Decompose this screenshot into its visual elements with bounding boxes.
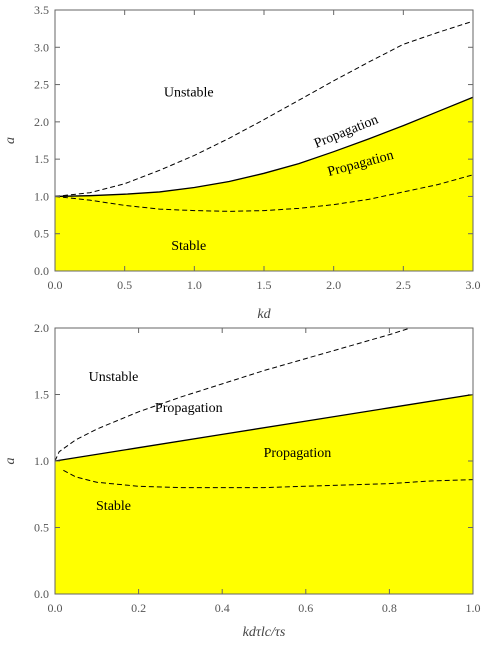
x-tick-label: 1.0 (187, 278, 202, 292)
boundary-curve-dashed-1 (54, 20, 474, 197)
boundary-curve-solid (54, 96, 474, 198)
x-tick-label: 2.5 (396, 278, 411, 292)
x-tick-label: 3.0 (466, 278, 481, 292)
chart-bottom: 0.0 0.2 0.4 0.6 0.8 1.0 0.0 0.5 1.0 1.5 2.0 kdτlc/τ… (3, 321, 481, 640)
boundary-curve-dashed-1 (54, 327, 411, 462)
region-label: Stable (96, 499, 131, 514)
y-tick-label: 3.5 (34, 3, 49, 17)
stable-region-fill (55, 97, 473, 272)
y-tick-label: 2.0 (34, 115, 49, 129)
y-tick-label: 0.0 (34, 587, 49, 601)
x-axis-label: kdτlc/τs (243, 625, 286, 640)
y-tick-label: 1.0 (34, 189, 49, 203)
region-label: Unstable (164, 86, 214, 101)
region-label: Stable (171, 239, 206, 254)
boundary-curve-solid (54, 393, 474, 462)
y-tick-label: 1.5 (34, 388, 49, 402)
x-tick-label: 0.6 (298, 601, 313, 615)
x-tick-label: 0.0 (48, 601, 63, 615)
x-tick-label: 1.5 (257, 278, 272, 292)
x-tick-label: 0.4 (215, 601, 230, 615)
region-label: Propagation (264, 446, 332, 461)
region-label: Unstable (89, 370, 139, 385)
x-tick-label: 1.0 (466, 601, 481, 615)
y-axis-label: a (3, 137, 18, 144)
x-axis-label: kd (257, 307, 271, 322)
y-tick-label: 0.0 (34, 264, 49, 278)
x-tick-label: 0.8 (382, 601, 397, 615)
stable-region-fill (55, 394, 473, 594)
y-tick-label: 1.5 (34, 152, 49, 166)
y-tick-label: 0.5 (34, 521, 49, 535)
region-label: Propagation (155, 401, 223, 416)
x-tick-label: 0.0 (48, 278, 63, 292)
boundary-curve-dashed-2 (63, 469, 474, 489)
y-tick-label: 1.0 (34, 454, 49, 468)
boundary-curve-dashed-2 (54, 174, 474, 212)
y-tick-label: 3.0 (34, 40, 49, 54)
y-tick-label: 2.5 (34, 78, 49, 92)
y-tick-label: 0.5 (34, 227, 49, 241)
y-tick-label: 2.0 (34, 321, 49, 335)
y-axis-label: a (3, 458, 18, 465)
x-tick-label: 0.2 (131, 601, 146, 615)
x-tick-label: 0.5 (117, 278, 132, 292)
chart-top: 0.0 0.5 1.0 1.5 2.0 2.5 3.0 0.0 0.5 1.0 1.5 2.0 2.5 3… (3, 3, 481, 322)
x-tick-label: 2.0 (326, 278, 341, 292)
